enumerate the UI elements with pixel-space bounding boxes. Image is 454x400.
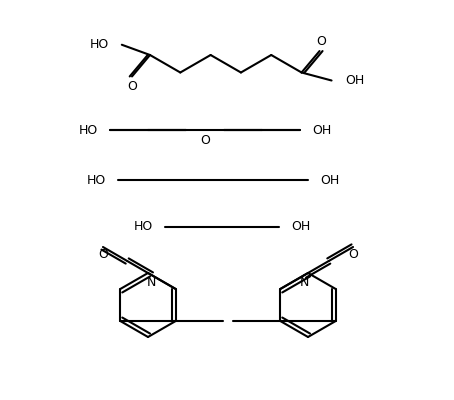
Text: OH: OH xyxy=(345,74,365,87)
Text: O: O xyxy=(127,80,137,93)
Text: OH: OH xyxy=(291,220,310,234)
Text: OH: OH xyxy=(320,174,339,186)
Text: N: N xyxy=(300,276,309,290)
Text: O: O xyxy=(200,134,210,146)
Text: N: N xyxy=(147,276,156,290)
Text: HO: HO xyxy=(134,220,153,234)
Text: O: O xyxy=(98,248,108,262)
Text: OH: OH xyxy=(312,124,331,136)
Text: HO: HO xyxy=(89,38,109,51)
Text: HO: HO xyxy=(79,124,98,136)
Text: O: O xyxy=(348,248,358,262)
Text: O: O xyxy=(316,34,326,48)
Text: HO: HO xyxy=(87,174,106,186)
